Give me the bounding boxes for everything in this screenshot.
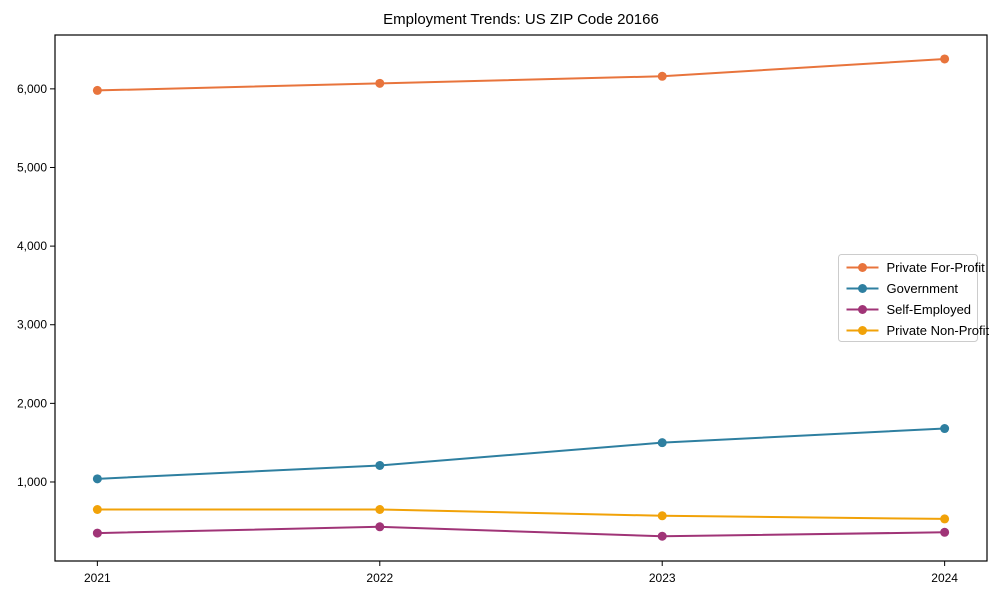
legend-marker-dot xyxy=(858,263,867,272)
series-line-self-employed xyxy=(97,525,945,538)
y-tick-label: 3,000 xyxy=(17,318,47,332)
data-point-self-employed xyxy=(940,527,950,537)
x-tick-label: 2024 xyxy=(931,571,958,585)
x-tick-label: 2022 xyxy=(366,571,393,585)
y-tick-label: 6,000 xyxy=(17,82,47,96)
legend-marker-dot xyxy=(858,284,867,293)
data-point-government xyxy=(657,438,667,448)
data-point-government xyxy=(375,460,385,470)
data-point-private-for-profit xyxy=(940,54,950,64)
legend-label: Self-Employed xyxy=(887,302,972,317)
legend-box xyxy=(838,254,978,342)
data-point-self-employed xyxy=(375,522,385,532)
data-point-private-for-profit xyxy=(375,78,385,88)
legend-label: Private Non-Profit xyxy=(887,323,990,338)
plot-area: 1,000 2,000 3,000 4,000 5,000 6,000 2021 2022 20… xyxy=(17,34,990,585)
legend-item-self-employed: Self-Employed xyxy=(846,302,972,317)
y-tick-label: 5,000 xyxy=(17,160,47,174)
legend-marker-dot xyxy=(858,305,867,314)
data-point-private-non-profit xyxy=(375,505,385,515)
legend-marker-dot xyxy=(858,326,867,335)
legend-item-private-non-profit: Private Non-Profit xyxy=(846,323,990,338)
series-line-private-non-profit xyxy=(97,508,945,520)
legend-item-private-for-profit: Private For-Profit xyxy=(846,260,986,275)
x-tick-label: 2021 xyxy=(84,571,111,585)
data-point-government xyxy=(92,474,102,484)
data-point-self-employed xyxy=(92,528,102,538)
data-point-private-for-profit xyxy=(657,71,667,81)
y-tick-label: 1,000 xyxy=(17,475,47,489)
legend-item-government: Government xyxy=(846,281,959,296)
legend: Private For-Profit Government Self-Employe… xyxy=(838,254,990,342)
data-point-self-employed xyxy=(657,531,667,541)
chart-title: Employment Trends: US ZIP Code 20166 xyxy=(383,11,659,28)
data-point-private-for-profit xyxy=(92,85,102,95)
data-point-private-non-profit xyxy=(657,511,667,521)
series-line-government xyxy=(97,427,945,480)
legend-label: Government xyxy=(887,281,959,296)
y-tick-label: 4,000 xyxy=(17,239,47,253)
data-point-private-non-profit xyxy=(92,505,102,515)
data-point-private-non-profit xyxy=(940,514,950,524)
data-point-government xyxy=(940,424,950,434)
x-tick-label: 2023 xyxy=(649,571,676,585)
y-tick-label: 2,000 xyxy=(17,396,47,410)
legend-label: Private For-Profit xyxy=(887,260,986,275)
series-line-private-for-profit xyxy=(97,57,945,92)
axes-spines xyxy=(54,34,988,562)
